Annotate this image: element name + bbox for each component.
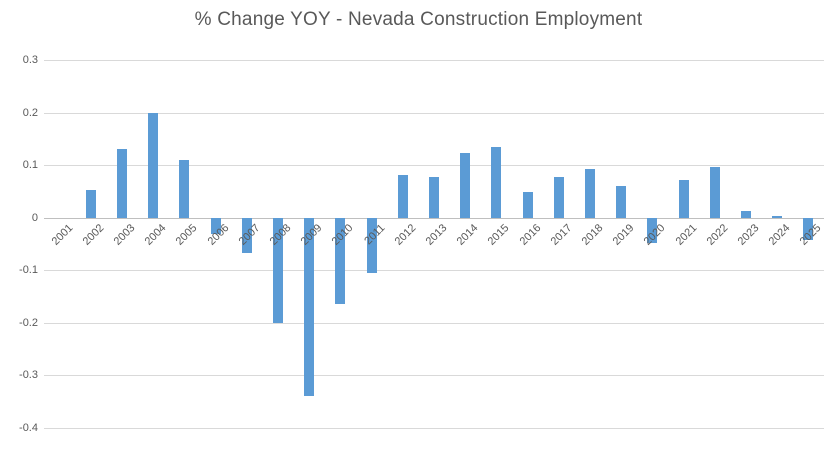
bar-2021[interactable]	[678, 179, 689, 218]
bar-2012[interactable]	[397, 174, 408, 218]
gridline	[44, 165, 824, 166]
y-tick-label: 0.1	[22, 159, 38, 171]
gridline	[44, 323, 824, 324]
x-tick-label: 2002	[80, 221, 107, 248]
bar-2006[interactable]	[210, 217, 221, 234]
bar-2023[interactable]	[741, 210, 751, 218]
x-tick-label: 2024	[766, 221, 793, 248]
gridline	[44, 113, 824, 114]
bar-2008[interactable]	[273, 217, 283, 323]
x-tick-label: 2015	[486, 221, 512, 248]
bar-2005[interactable]	[179, 159, 190, 218]
bar-2003[interactable]	[117, 149, 127, 218]
bar-2013[interactable]	[429, 176, 439, 218]
bar-2016[interactable]	[522, 192, 533, 218]
bar-2004[interactable]	[148, 112, 159, 218]
bar-2014[interactable]	[460, 152, 471, 218]
x-tick-label: 2025	[798, 221, 824, 248]
x-tick-label: 2003	[111, 221, 138, 248]
bar-2020[interactable]	[647, 217, 658, 243]
x-tick-label: 2001	[49, 221, 76, 248]
gridline	[44, 60, 824, 61]
x-tick-label: 2017	[548, 221, 575, 248]
x-tick-label: 2012	[392, 221, 419, 248]
y-tick-label: 0.3	[22, 54, 38, 66]
bar-2009[interactable]	[304, 217, 315, 397]
bar-2025[interactable]	[803, 217, 814, 240]
x-tick-label: 2006	[205, 221, 232, 248]
x-tick-label: 2016	[517, 221, 544, 248]
x-tick-label: 2013	[423, 221, 450, 248]
x-axis-line	[44, 218, 824, 219]
y-tick-label: 0	[31, 212, 38, 224]
y-tick-label: -0.4	[19, 422, 38, 434]
y-tick-label: -0.1	[19, 264, 38, 276]
x-tick-label: 2018	[579, 221, 606, 248]
gridline	[44, 428, 824, 429]
gridline	[44, 270, 824, 271]
x-tick-label: 2023	[735, 221, 762, 248]
x-tick-label: 2019	[610, 221, 637, 248]
bar-2017[interactable]	[553, 177, 564, 218]
bar-2018[interactable]	[585, 168, 595, 218]
bar-2024[interactable]	[772, 216, 783, 218]
x-tick-label: 2020	[642, 221, 668, 248]
y-tick-label: -0.2	[19, 317, 38, 329]
bar-2010[interactable]	[335, 217, 346, 305]
chart-title: % Change YOY - Nevada Construction Emplo…	[194, 9, 643, 30]
bar-2007[interactable]	[241, 217, 252, 254]
gridline	[44, 375, 824, 376]
x-tick-label: 2005	[174, 221, 200, 248]
y-tick-label: 0.2	[22, 107, 38, 119]
x-tick-label: 2004	[142, 221, 169, 248]
bar-2015[interactable]	[491, 146, 502, 218]
bar-2011[interactable]	[366, 217, 377, 273]
x-tick-label: 2014	[454, 221, 481, 248]
y-tick-label: -0.3	[19, 369, 38, 381]
bar-2022[interactable]	[709, 166, 720, 218]
bar-2002[interactable]	[85, 189, 96, 218]
x-tick-label: 2021	[673, 221, 700, 248]
x-tick-label: 2022	[704, 221, 731, 248]
bar-2019[interactable]	[616, 186, 627, 218]
